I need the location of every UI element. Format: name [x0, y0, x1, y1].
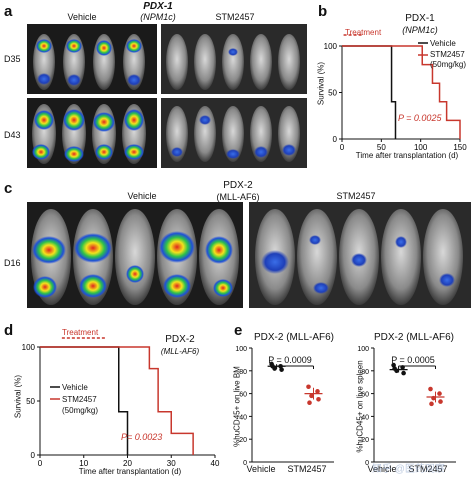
panel-e-right-title: PDX-2 (MLL-AF6) — [373, 332, 454, 343]
panel-e-left-cat-vehicle: Vehicle — [246, 464, 276, 474]
y-tick-label: 50 — [26, 397, 35, 406]
panel-c-bioluminescence-images — [27, 202, 471, 308]
y-tick-label: 80 — [361, 369, 369, 376]
panel-d-treatment-label: Treatment — [62, 328, 99, 337]
panel-b-legend-dose: (50mg/kg) — [430, 60, 467, 69]
panel-e-left-cat-stm: STM2457 — [287, 464, 327, 474]
y-tick-label: 100 — [324, 42, 338, 51]
panel-d-legend-dose: (50mg/kg) — [62, 406, 99, 415]
panel-d-pvalue: P= 0.0023 — [121, 432, 163, 442]
panel-b-xlabel: Time after transplantation (d) — [355, 151, 459, 160]
y-tick-label: 20 — [239, 437, 247, 444]
panel-a-row-d43: D43 — [4, 130, 21, 140]
y-tick-label: 0 — [365, 460, 369, 467]
panel-d-legend-stm: STM2457 — [62, 395, 97, 404]
panel-d-subtitle: (MLL-AF6) — [160, 347, 200, 356]
panel-d-legend-vehicle: Vehicle — [62, 383, 88, 392]
panel-e-dot-plots: 0 20 40 60 80 100 0 20 40 60 80 100 — [230, 346, 474, 481]
panel-d-title: PDX-2 — [165, 334, 195, 345]
data-point — [306, 384, 311, 390]
panel-d-label: d — [4, 322, 14, 339]
data-point — [428, 386, 433, 392]
y-tick-label: 0 — [243, 460, 247, 467]
panel-b-subtitle: (NPM1c) — [402, 25, 438, 35]
y-tick-label: 60 — [361, 392, 369, 399]
panel-a-group-stm: STM2457 — [215, 12, 255, 22]
panel-e-left-title: PDX-2 (MLL-AF6) — [253, 332, 334, 343]
x-tick-label: 10 — [79, 459, 88, 468]
y-tick-label: 100 — [235, 346, 247, 353]
x-tick-label: 50 — [377, 143, 386, 152]
y-tick-label: 100 — [357, 346, 369, 353]
y-tick-label: 20 — [361, 437, 369, 444]
panel-b-title: PDX-1 — [405, 13, 435, 24]
y-tick-label: 60 — [239, 392, 247, 399]
data-point — [431, 395, 436, 401]
panel-b-survival-chart: 0 50 100 150 0 50 100 — [312, 10, 474, 168]
panel-c-title: PDX-2 — [223, 180, 253, 191]
data-point — [401, 370, 406, 376]
data-point — [315, 389, 320, 394]
panel-e-label: e — [234, 322, 243, 339]
panel-e-right-cat-vehicle: Vehicle — [367, 464, 397, 474]
survival-line-stm2457 — [40, 346, 194, 455]
x-tick-label: 20 — [123, 459, 132, 468]
y-tick-label: 50 — [328, 89, 337, 98]
panel-c-group-vehicle: Vehicle — [127, 191, 157, 201]
panel-b-treatment-label: Treatment — [345, 28, 382, 37]
x-tick-label: 100 — [414, 143, 428, 152]
panel-e-right-cat-stm: STM2457 — [408, 464, 448, 474]
data-point — [438, 399, 443, 404]
panel-c-row-d16: D16 — [4, 258, 21, 268]
panel-d-ylabel: Survival (%) — [13, 374, 23, 419]
panel-c-label: c — [4, 180, 13, 197]
data-point — [270, 363, 275, 369]
panel-b-pvalue: P = 0.0025 — [398, 113, 442, 123]
data-point — [392, 366, 397, 371]
x-tick-label: 0 — [340, 143, 345, 152]
survival-line-stm2457 — [342, 45, 461, 139]
y-tick-label: 0 — [333, 135, 338, 144]
data-point — [309, 393, 314, 399]
x-tick-label: 40 — [211, 459, 220, 468]
panel-d-xlabel: Time after transplantation (d) — [78, 467, 182, 476]
panel-a-bioluminescence-images — [27, 24, 307, 168]
x-tick-label: 30 — [167, 459, 176, 468]
panel-c-group-stm: STM2457 — [336, 191, 376, 201]
data-point — [279, 367, 284, 372]
x-tick-label: 150 — [453, 143, 467, 152]
y-tick-label: 80 — [239, 369, 247, 376]
panel-a-subtitle: (NPM1c) — [140, 12, 176, 22]
panel-e-right-ylabel: %huCD45+ on live spleen — [355, 360, 365, 453]
panel-e-right-pvalue: P = 0.0005 — [391, 355, 435, 365]
y-tick-label: 0 — [31, 451, 36, 460]
y-tick-label: 100 — [22, 343, 36, 352]
data-point — [307, 400, 312, 406]
panel-b-label: b — [318, 3, 328, 20]
panel-e-left-ylabel: %huCD45+ on live BM — [232, 366, 242, 447]
watermark: 知乎 @医药观察 — [372, 464, 445, 475]
data-point — [437, 391, 442, 396]
panel-b-legend-vehicle: Vehicle — [430, 39, 456, 48]
panel-b-ylabel: Survival (%) — [316, 61, 326, 106]
panel-a-title: PDX-1 — [143, 1, 173, 12]
panel-d-survival-chart: 0 10 20 30 40 0 50 100 — [10, 328, 225, 480]
y-tick-label: 40 — [361, 414, 369, 421]
panel-c-subtitle: (MLL-AF6) — [216, 192, 260, 202]
survival-line-vehicle — [342, 45, 397, 139]
panel-e-left-pvalue: P = 0.0009 — [268, 355, 312, 365]
x-tick-label: 0 — [38, 459, 43, 468]
y-tick-label: 40 — [239, 414, 247, 421]
data-point — [429, 401, 434, 407]
panel-a-label: a — [4, 3, 13, 20]
panel-a-row-d35: D35 — [4, 54, 21, 64]
data-point — [316, 397, 321, 402]
panel-a-group-vehicle: Vehicle — [67, 12, 97, 22]
panel-b-legend-stm: STM2457 — [430, 50, 465, 59]
